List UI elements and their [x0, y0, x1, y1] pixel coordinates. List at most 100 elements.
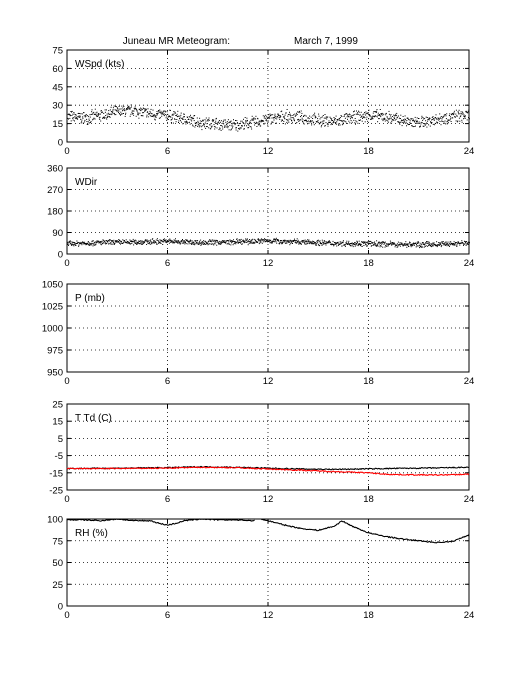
data-point	[189, 123, 191, 125]
data-point	[125, 239, 127, 241]
data-point	[466, 119, 468, 121]
data-point	[205, 117, 207, 119]
data-point	[468, 241, 470, 243]
data-point	[436, 246, 438, 248]
data-point	[301, 241, 303, 242]
data-point	[102, 239, 104, 241]
data-point	[354, 242, 355, 244]
data-point	[303, 241, 305, 243]
data-point	[197, 125, 199, 127]
data-point	[145, 108, 147, 110]
data-point	[106, 118, 108, 120]
data-point	[369, 115, 371, 117]
data-point	[412, 243, 414, 245]
data-point	[299, 110, 300, 112]
data-point	[384, 241, 386, 243]
data-point	[133, 239, 135, 241]
data-point	[274, 239, 276, 241]
data-point	[313, 241, 315, 243]
data-point	[230, 120, 232, 122]
data-point	[296, 240, 297, 242]
data-point	[342, 241, 344, 243]
data-point	[84, 119, 86, 121]
data-point	[245, 120, 246, 122]
data-point	[435, 245, 437, 247]
data-point	[422, 125, 424, 127]
data-point	[293, 119, 295, 121]
data-point	[156, 111, 158, 112]
data-point	[141, 243, 143, 245]
data-point	[290, 240, 292, 242]
data-point	[72, 244, 74, 246]
data-point	[185, 122, 187, 123]
data-point	[357, 122, 359, 124]
data-point	[378, 118, 380, 120]
data-point	[276, 240, 278, 242]
data-point	[238, 239, 240, 241]
data-point	[372, 112, 374, 114]
data-point	[89, 122, 91, 124]
data-point	[107, 112, 109, 114]
data-point	[443, 244, 445, 246]
data-point	[300, 241, 302, 243]
data-point	[316, 241, 318, 243]
data-point	[245, 120, 247, 122]
data-point	[112, 107, 114, 109]
data-point	[341, 245, 343, 247]
data-point	[225, 241, 227, 243]
data-point	[78, 115, 80, 117]
data-point	[449, 116, 451, 118]
data-point	[365, 113, 367, 115]
data-point	[298, 242, 300, 244]
data-point	[429, 243, 431, 245]
data-point	[107, 116, 109, 118]
data-point	[265, 239, 267, 241]
data-point	[340, 241, 342, 243]
data-point	[408, 119, 410, 121]
data-point	[158, 111, 160, 113]
data-point	[455, 242, 457, 243]
data-point	[416, 117, 418, 119]
data-point	[432, 242, 434, 244]
data-point	[202, 243, 204, 245]
data-point	[422, 243, 424, 245]
y-tick-label: 15	[52, 417, 63, 428]
data-point	[267, 117, 269, 118]
data-point	[93, 244, 95, 246]
data-point	[261, 120, 263, 122]
data-point	[261, 119, 263, 121]
data-point	[181, 121, 182, 123]
data-point	[154, 242, 156, 244]
data-point	[178, 120, 180, 122]
data-point	[392, 243, 394, 245]
data-point	[175, 240, 177, 242]
data-point	[308, 241, 310, 243]
data-point	[406, 125, 407, 127]
data-point	[192, 243, 194, 245]
data-point	[285, 240, 287, 242]
data-point	[289, 111, 290, 113]
data-point	[112, 109, 114, 111]
data-point	[234, 124, 236, 126]
data-point	[402, 245, 404, 247]
data-point	[415, 122, 417, 124]
data-point	[240, 241, 242, 243]
data-point	[444, 243, 446, 245]
data-point	[244, 241, 246, 243]
data-point	[436, 121, 438, 123]
data-point	[102, 240, 104, 242]
data-point	[151, 242, 153, 244]
data-point	[344, 114, 346, 115]
data-point	[248, 240, 250, 242]
x-tick-label: 12	[263, 376, 274, 387]
data-point	[134, 108, 136, 110]
data-point	[376, 110, 378, 112]
data-point	[90, 244, 92, 246]
data-point	[351, 117, 353, 119]
data-point	[424, 243, 426, 245]
data-point	[459, 113, 461, 115]
data-point	[199, 125, 201, 127]
data-point	[410, 244, 411, 246]
data-point	[361, 115, 363, 117]
